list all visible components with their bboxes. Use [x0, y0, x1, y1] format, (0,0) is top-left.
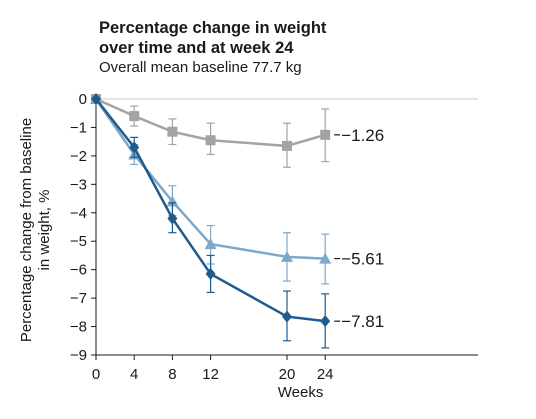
chart-title-line-1: Percentage change in weight [99, 19, 327, 37]
data-point-square [167, 126, 178, 137]
y-tick-label: −3 [70, 176, 87, 193]
series-end-label: −7.81 [341, 312, 384, 331]
y-tick-label: −6 [70, 262, 87, 279]
data-point-diamond [282, 310, 292, 323]
data-point-triangle [319, 252, 332, 264]
y-tick-label: −4 [70, 205, 87, 222]
x-axis-title: Weeks [278, 384, 324, 401]
x-tick-label: 24 [317, 366, 334, 383]
x-tick-label: 0 [92, 366, 100, 383]
data-point-square [205, 135, 216, 146]
x-tick-label: 20 [279, 366, 296, 383]
series-line [95, 98, 326, 323]
series-line [95, 97, 326, 148]
y-tick-label: −2 [70, 148, 87, 165]
chart-title-block: Percentage change in weight over time an… [99, 18, 326, 78]
data-point-triangle [204, 238, 217, 250]
y-tick-label: −1 [70, 119, 87, 136]
x-tick-label: 8 [168, 366, 176, 383]
series-end-label: −1.26 [341, 126, 384, 145]
x-tick-label: 4 [130, 366, 138, 383]
data-point-diamond [167, 212, 178, 225]
data-point-square [129, 111, 140, 122]
data-point-square [282, 140, 292, 151]
series-end-label: −5.61 [341, 250, 384, 269]
data-point-diamond [91, 93, 101, 105]
y-tick-label: −5 [70, 233, 87, 250]
data-point-triangle [166, 195, 179, 207]
chart-subtitle: Overall mean baseline 77.7 kg [99, 59, 302, 76]
y-tick-label: −7 [70, 290, 87, 307]
data-point-diamond [320, 315, 331, 328]
data-point-square [320, 129, 331, 140]
data-point-diamond [129, 141, 140, 154]
data-point-triangle [281, 250, 293, 262]
series-line [94, 98, 326, 260]
y-tick-label: −9 [70, 347, 87, 364]
chart-title-line-2: over time and at week 24 [99, 39, 294, 57]
y-tick-label: 0 [79, 91, 87, 108]
x-tick-label: 12 [202, 366, 219, 383]
y-tick-label: −8 [70, 319, 87, 336]
data-point-diamond [205, 267, 216, 280]
